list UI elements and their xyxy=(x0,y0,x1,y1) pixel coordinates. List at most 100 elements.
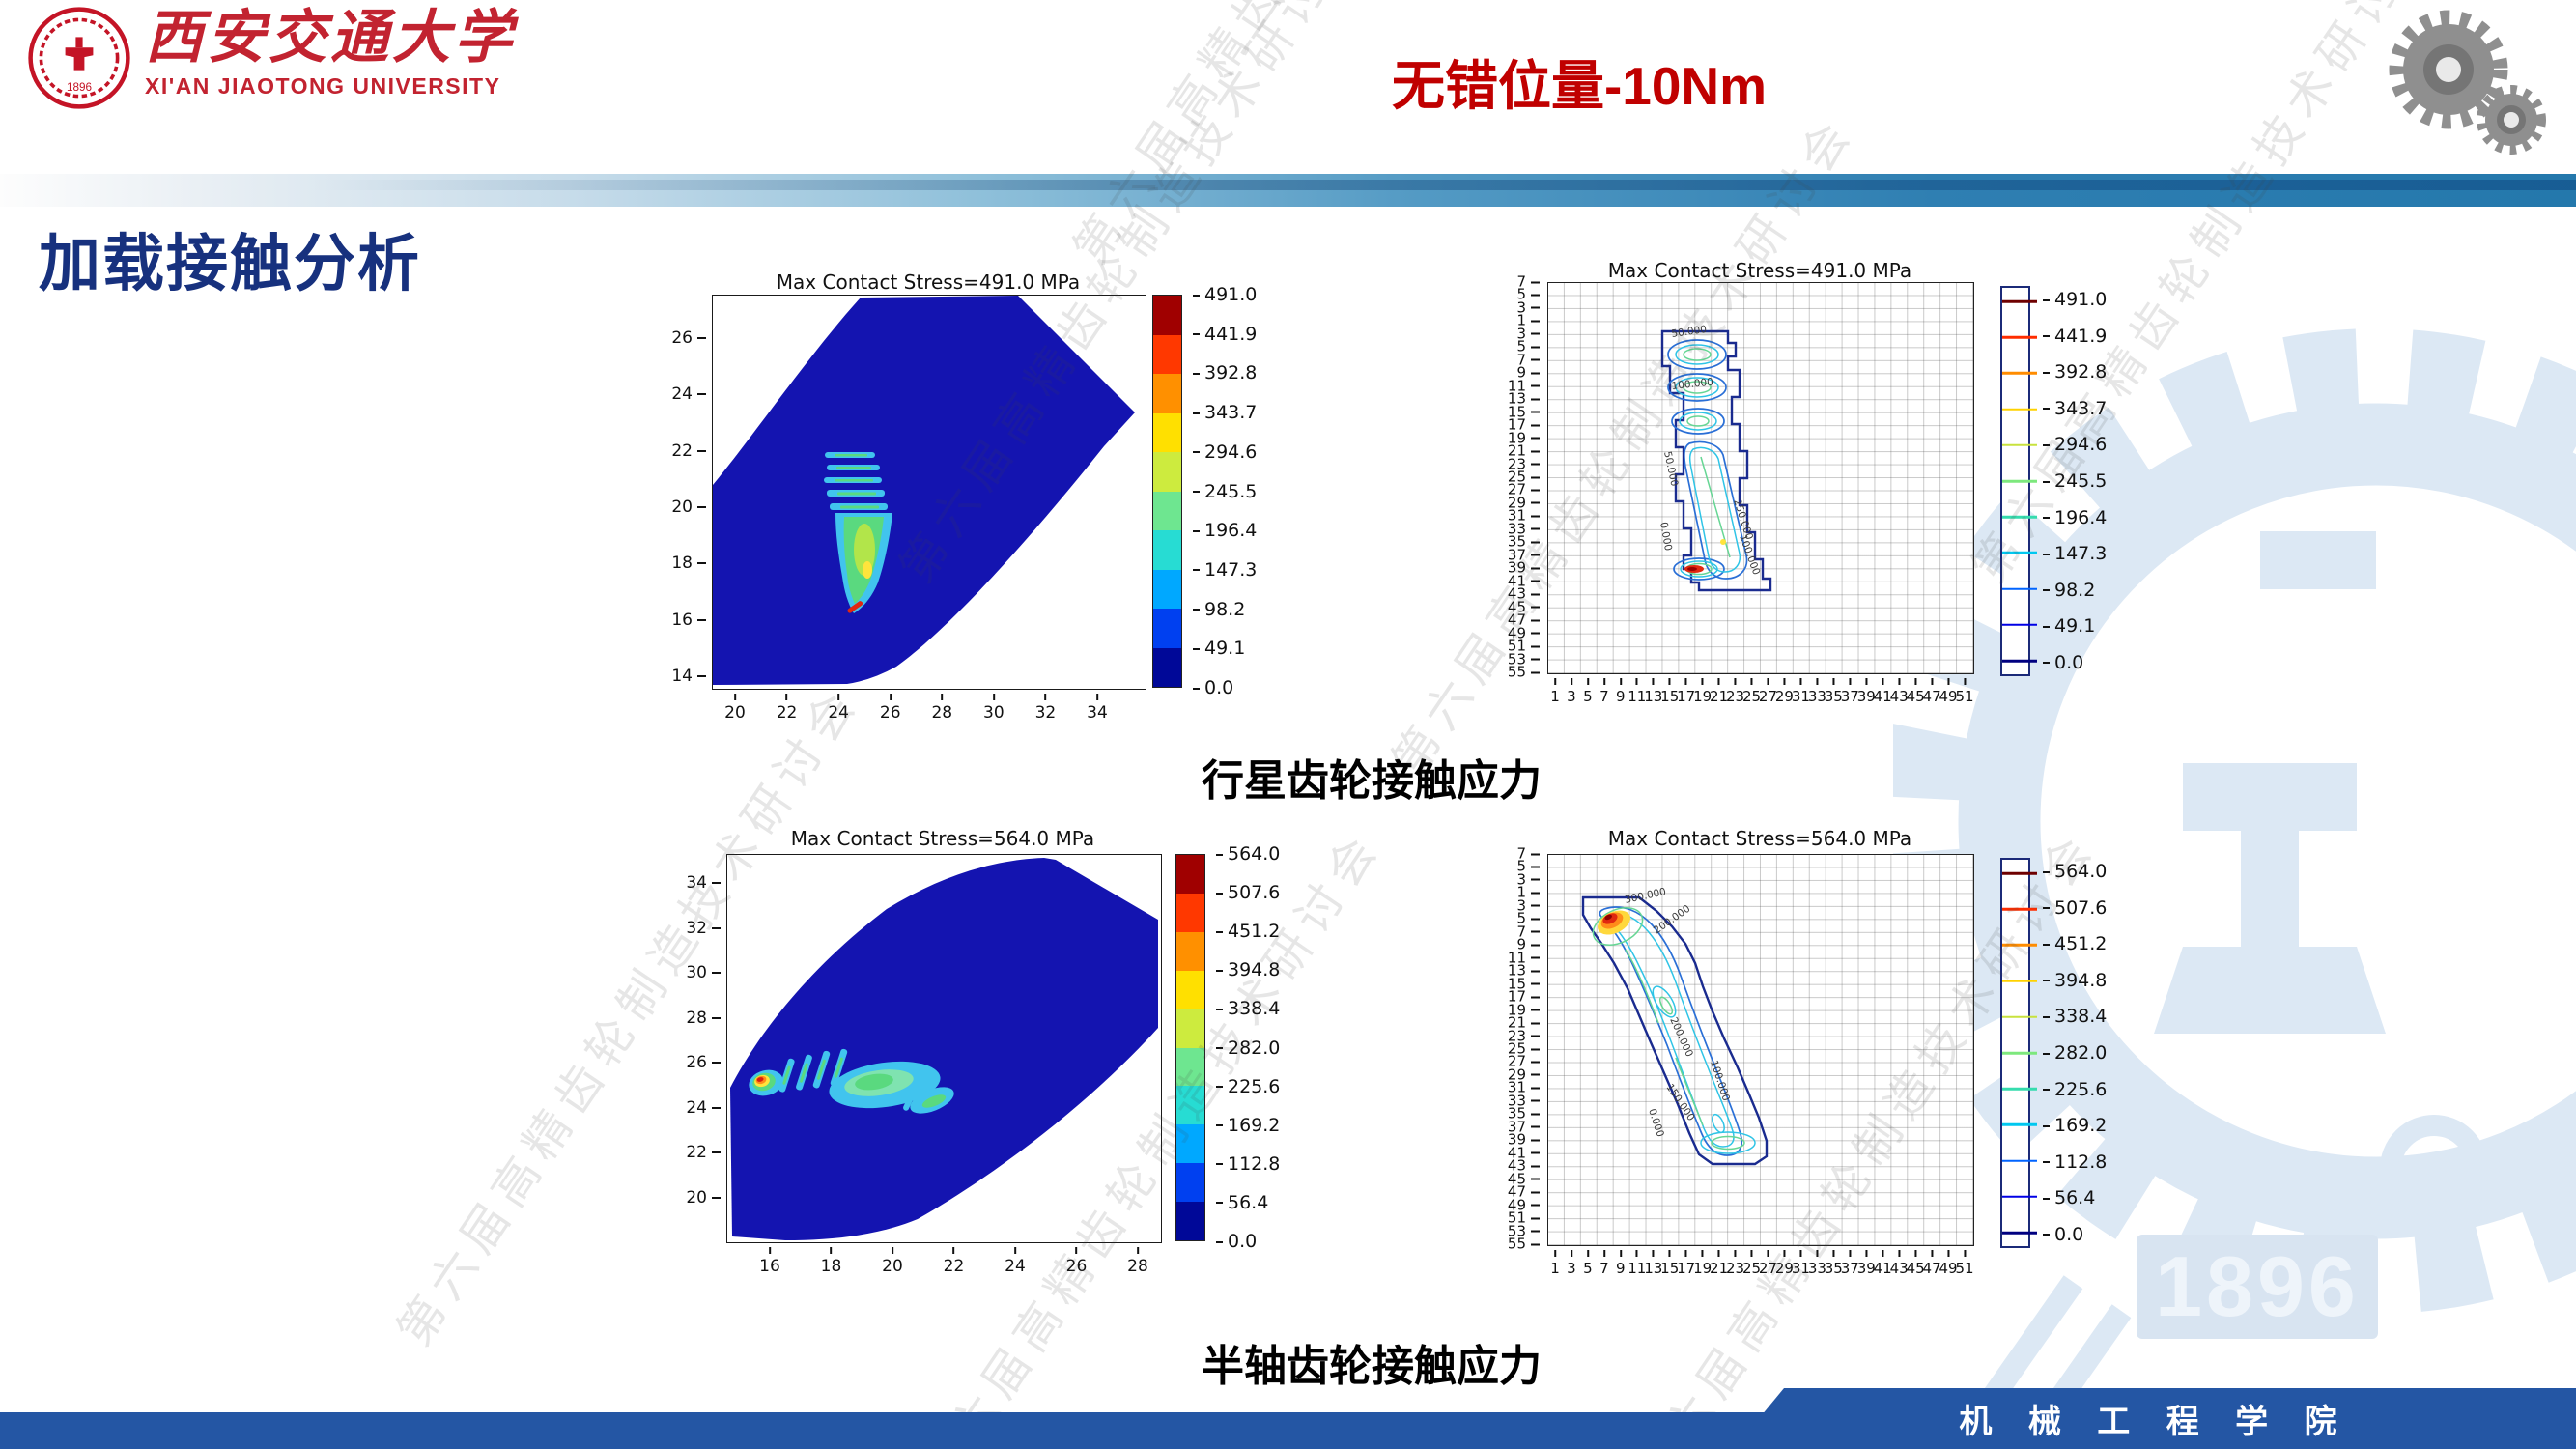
x-tick-label: 21 xyxy=(1710,1260,1729,1277)
y-tick-label: 14 xyxy=(671,667,693,686)
x-tick-label: 24 xyxy=(1005,1257,1026,1276)
x-tick-label: 17 xyxy=(1677,688,1696,705)
x-tick-label: 37 xyxy=(1840,1260,1859,1277)
x-tick-label: 23 xyxy=(1726,688,1745,705)
x-tick-label: 13 xyxy=(1644,1260,1663,1277)
planet-filled-plot-area xyxy=(712,295,1146,690)
colorbar-label: 451.2 xyxy=(1216,921,1280,942)
colorbar-level-line xyxy=(2002,443,2037,447)
side-contour-colorbar: 564.0 507.6 451.2 394.8 338.4 282.0 225.6 169.2… xyxy=(2000,858,2126,1248)
y-tick-label: 3 xyxy=(1516,896,1526,915)
x-tick-label: 33 xyxy=(1807,1260,1826,1277)
x-tick-label: 27 xyxy=(1758,1260,1778,1277)
contour-label: 100.000 xyxy=(1737,533,1762,577)
x-tick-label: 26 xyxy=(879,703,901,723)
colorbar-level-line xyxy=(2002,1087,2037,1091)
colorbar-label: 507.6 xyxy=(2043,897,2107,919)
colorbar-band xyxy=(1153,530,1181,570)
colorbar-label: 49.1 xyxy=(2043,615,2095,637)
colorbar-level-line xyxy=(2002,552,2037,554)
planet-contour-colorbar: 491.0 441.9 392.8 343.7 294.6 245.5 196.4 147.3… xyxy=(2000,286,2126,676)
x-tick-label: 9 xyxy=(1616,688,1626,705)
y-tick-label: 24 xyxy=(686,1097,707,1118)
x-tick-label: 45 xyxy=(1906,688,1925,705)
x-tick-label: 28 xyxy=(1127,1257,1148,1276)
x-tick-label: 5 xyxy=(1583,1260,1593,1277)
watermark-text: 第六届高精齿轮制造技术研讨会 xyxy=(1054,0,1548,275)
y-tick-label: 55 xyxy=(1507,1235,1526,1253)
planet-filled-plot-title: Max Contact Stress=491.0 MPa xyxy=(776,270,1081,294)
y-tick-label: 1 xyxy=(1516,311,1526,329)
colorbar-label: 0.0 xyxy=(2043,652,2083,673)
university-logo-text: 西安交通大学 XI'AN JIAOTONG UNIVERSITY xyxy=(145,6,516,99)
y-tick-label: 18 xyxy=(671,554,693,574)
colorbar-label: 0.0 xyxy=(2043,1224,2083,1245)
colorbar-band xyxy=(1176,1047,1204,1087)
contour-label: 0.000 xyxy=(1657,521,1674,552)
colorbar-label: 394.8 xyxy=(1216,959,1280,980)
footer-raised-block: 机 械 工 程 学 院 xyxy=(1734,1388,2576,1449)
header-divider-band xyxy=(0,174,2576,207)
colorbar-band xyxy=(1176,1163,1204,1203)
side-gear-caption: 半轴齿轮接触应力 xyxy=(1202,1343,1542,1390)
y-tick-label: 9 xyxy=(1516,363,1526,382)
x-tick-label: 20 xyxy=(882,1257,903,1276)
y-tick-label: 20 xyxy=(686,1188,707,1208)
colorbar-label: 282.0 xyxy=(2043,1042,2107,1064)
university-emblem-icon: 1896 xyxy=(28,7,130,109)
x-tick-label: 18 xyxy=(820,1257,842,1276)
y-tick-label: 20 xyxy=(671,497,693,517)
colorbar-label: 0.0 xyxy=(1193,677,1233,698)
colorbar-band xyxy=(1153,569,1181,609)
x-tick-label: 23 xyxy=(1726,1260,1745,1277)
colorbar-label: 112.8 xyxy=(2043,1151,2107,1173)
x-tick-label: 39 xyxy=(1856,1260,1876,1277)
section-title: 加载接触分析 xyxy=(39,229,421,298)
university-name-en: XI'AN JIAOTONG UNIVERSITY xyxy=(145,73,501,99)
side-filled-y-axis: 34 32 30 28 26 24 22 20 xyxy=(647,873,722,1208)
x-tick-label: 5 xyxy=(1583,688,1593,705)
x-tick-label: 25 xyxy=(1741,688,1762,705)
colorbar-label: 56.4 xyxy=(2043,1187,2095,1208)
contour-label: 200.000 xyxy=(1652,903,1692,937)
colorbar-label: 294.6 xyxy=(1193,441,1257,463)
colorbar-band xyxy=(1153,334,1181,374)
footer-department: 机 械 工 程 学 院 xyxy=(1959,1404,2351,1440)
y-tick-label: 9 xyxy=(1516,935,1526,953)
colorbar-label: 225.6 xyxy=(1216,1076,1280,1097)
colorbar-label: 245.5 xyxy=(1193,481,1257,502)
x-tick-label: 31 xyxy=(1791,688,1810,705)
x-tick-label: 15 xyxy=(1660,1260,1680,1277)
x-tick-label: 51 xyxy=(1955,1260,1974,1277)
y-tick-label: 7 xyxy=(1516,351,1526,369)
colorbar-label: 343.7 xyxy=(1193,402,1257,423)
colorbar-label: 0.0 xyxy=(1216,1231,1257,1252)
x-tick-label: 49 xyxy=(1939,1260,1958,1277)
colorbar-label: 56.4 xyxy=(1216,1192,1268,1213)
colorbar-level-line xyxy=(2002,944,2037,947)
x-tick-label: 34 xyxy=(1087,703,1108,723)
colorbar-label: 441.9 xyxy=(1193,324,1257,345)
colorbar-label: 491.0 xyxy=(1193,284,1257,305)
planet-contour-art: 50.000 100.000 50.000 0.000 250.000 100.… xyxy=(1657,324,1772,592)
planet-filled-y-axis: 26 24 22 20 18 16 14 xyxy=(633,328,708,686)
y-tick-label: 16 xyxy=(671,610,693,630)
x-tick-label: 25 xyxy=(1741,1260,1762,1277)
colorbar-band xyxy=(1176,1202,1204,1241)
colorbar-level-line xyxy=(2002,871,2037,875)
x-tick-label: 17 xyxy=(1677,1260,1696,1277)
x-tick-label: 9 xyxy=(1616,1260,1626,1277)
colorbar-band xyxy=(1176,931,1204,971)
x-tick-label: 26 xyxy=(1065,1257,1088,1276)
colorbar-label: 441.9 xyxy=(2043,326,2107,347)
x-tick-label: 22 xyxy=(943,1257,965,1276)
x-tick-label: 3 xyxy=(1567,688,1576,705)
x-tick-label: 28 xyxy=(931,703,953,723)
colorbar-label: 392.8 xyxy=(1193,362,1257,384)
colorbar-label: 98.2 xyxy=(1193,599,1245,620)
side-filled-plot-title: Max Contact Stress=564.0 MPa xyxy=(790,827,1095,850)
x-tick-label: 19 xyxy=(1693,1260,1713,1277)
colorbar-level-line xyxy=(2002,408,2037,411)
x-tick-label: 19 xyxy=(1693,688,1713,705)
contour-label: 100.000 xyxy=(1671,377,1713,392)
